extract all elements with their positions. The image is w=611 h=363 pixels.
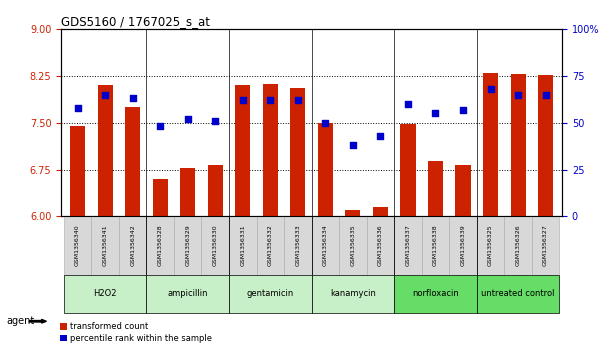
Text: GSM1356335: GSM1356335: [350, 225, 356, 266]
Bar: [229, 216, 257, 274]
Point: [155, 123, 165, 129]
Bar: [538, 75, 553, 216]
Point: [458, 107, 468, 113]
Bar: [483, 73, 498, 216]
Bar: [394, 216, 422, 274]
Point: [431, 110, 441, 116]
Text: GSM1356326: GSM1356326: [516, 225, 521, 266]
Bar: [257, 216, 284, 274]
Bar: [208, 165, 223, 216]
Bar: [180, 168, 196, 216]
Point: [486, 86, 496, 92]
Text: GSM1356333: GSM1356333: [295, 225, 301, 266]
Text: agent: agent: [6, 316, 34, 326]
Bar: [367, 216, 394, 274]
Bar: [511, 74, 525, 216]
Bar: [394, 274, 477, 313]
Bar: [125, 107, 141, 216]
Bar: [119, 216, 147, 274]
Text: GSM1356339: GSM1356339: [461, 225, 466, 266]
Bar: [449, 216, 477, 274]
Bar: [263, 84, 278, 216]
Text: kanamycin: kanamycin: [330, 289, 376, 298]
Text: GSM1356338: GSM1356338: [433, 225, 438, 266]
Bar: [147, 216, 174, 274]
Text: GSM1356336: GSM1356336: [378, 225, 383, 266]
Text: GSM1356334: GSM1356334: [323, 225, 328, 266]
Bar: [345, 210, 360, 216]
Text: GDS5160 / 1767025_s_at: GDS5160 / 1767025_s_at: [61, 15, 210, 28]
Bar: [147, 274, 229, 313]
Text: norfloxacin: norfloxacin: [412, 289, 459, 298]
Point: [238, 97, 247, 103]
Bar: [422, 216, 449, 274]
Text: GSM1356342: GSM1356342: [130, 225, 135, 266]
Legend: transformed count, percentile rank within the sample: transformed count, percentile rank withi…: [60, 322, 212, 343]
Text: GSM1356332: GSM1356332: [268, 225, 273, 266]
Point: [403, 101, 413, 107]
Bar: [64, 274, 147, 313]
Text: gentamicin: gentamicin: [247, 289, 294, 298]
Text: H2O2: H2O2: [93, 289, 117, 298]
Point: [73, 105, 82, 111]
Bar: [235, 85, 251, 216]
Text: ampicillin: ampicillin: [167, 289, 208, 298]
Bar: [455, 164, 470, 216]
Point: [376, 133, 386, 139]
Text: GSM1356337: GSM1356337: [406, 225, 411, 266]
Bar: [400, 124, 415, 216]
Text: GSM1356340: GSM1356340: [75, 225, 80, 266]
Point: [210, 118, 220, 124]
Bar: [229, 274, 312, 313]
Text: GSM1356341: GSM1356341: [103, 225, 108, 266]
Bar: [373, 207, 388, 216]
Text: GSM1356331: GSM1356331: [240, 225, 245, 266]
Bar: [532, 216, 559, 274]
Bar: [312, 274, 394, 313]
Bar: [477, 216, 504, 274]
Text: untreated control: untreated control: [481, 289, 555, 298]
Bar: [428, 162, 443, 216]
Text: GSM1356329: GSM1356329: [185, 225, 190, 266]
Text: GSM1356330: GSM1356330: [213, 225, 218, 266]
Bar: [339, 216, 367, 274]
Bar: [504, 216, 532, 274]
Bar: [312, 216, 339, 274]
Bar: [92, 216, 119, 274]
Point: [183, 116, 192, 122]
Bar: [98, 85, 112, 216]
Bar: [284, 216, 312, 274]
Point: [128, 95, 137, 101]
Point: [513, 92, 523, 98]
Point: [293, 97, 302, 103]
Point: [321, 120, 331, 126]
Text: GSM1356328: GSM1356328: [158, 225, 163, 266]
Bar: [318, 123, 333, 216]
Bar: [202, 216, 229, 274]
Text: GSM1356327: GSM1356327: [543, 225, 548, 266]
Bar: [174, 216, 202, 274]
Point: [100, 92, 110, 98]
Bar: [70, 126, 85, 216]
Point: [265, 97, 275, 103]
Point: [541, 92, 551, 98]
Text: GSM1356325: GSM1356325: [488, 225, 493, 266]
Bar: [290, 88, 306, 216]
Bar: [64, 216, 92, 274]
Bar: [153, 179, 168, 216]
Bar: [477, 274, 559, 313]
Point: [348, 142, 358, 148]
